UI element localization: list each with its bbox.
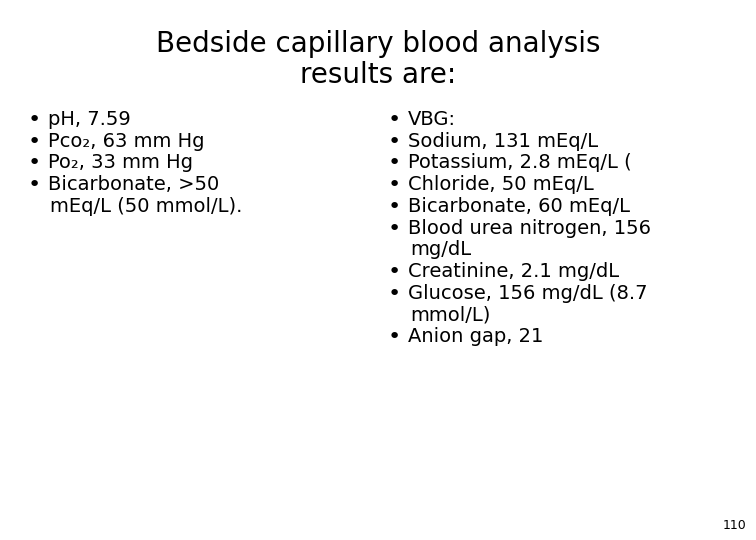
- Text: Glucose, 156 mg/dL (8.7: Glucose, 156 mg/dL (8.7: [408, 284, 647, 302]
- Text: •: •: [388, 284, 401, 303]
- Text: mg/dL: mg/dL: [410, 240, 471, 259]
- Text: •: •: [388, 132, 401, 152]
- Text: •: •: [28, 175, 42, 195]
- Text: Po₂, 33 mm Hg: Po₂, 33 mm Hg: [48, 153, 193, 172]
- Text: •: •: [388, 327, 401, 347]
- Text: Bedside capillary blood analysis: Bedside capillary blood analysis: [156, 30, 600, 58]
- Text: Blood urea nitrogen, 156: Blood urea nitrogen, 156: [408, 219, 651, 238]
- Text: Anion gap, 21: Anion gap, 21: [408, 327, 544, 346]
- Text: mmol/L): mmol/L): [410, 305, 491, 325]
- Text: •: •: [28, 153, 42, 173]
- Text: mEq/L (50 mmol/L).: mEq/L (50 mmol/L).: [50, 197, 243, 216]
- Text: •: •: [388, 262, 401, 282]
- Text: Sodium, 131 mEq/L: Sodium, 131 mEq/L: [408, 132, 598, 151]
- Text: •: •: [388, 219, 401, 239]
- Text: •: •: [388, 175, 401, 195]
- Text: Potassium, 2.8 mEq/L (: Potassium, 2.8 mEq/L (: [408, 153, 631, 172]
- Text: Creatinine, 2.1 mg/dL: Creatinine, 2.1 mg/dL: [408, 262, 619, 281]
- Text: •: •: [388, 110, 401, 130]
- Text: 110: 110: [722, 519, 746, 532]
- Text: VBG:: VBG:: [408, 110, 456, 129]
- Text: •: •: [28, 132, 42, 152]
- Text: •: •: [28, 110, 42, 130]
- Text: Bicarbonate, 60 mEq/L: Bicarbonate, 60 mEq/L: [408, 197, 630, 216]
- Text: Pco₂, 63 mm Hg: Pco₂, 63 mm Hg: [48, 132, 205, 151]
- Text: •: •: [388, 197, 401, 217]
- Text: •: •: [388, 153, 401, 173]
- Text: results are:: results are:: [300, 61, 456, 89]
- Text: Bicarbonate, >50: Bicarbonate, >50: [48, 175, 219, 194]
- Text: pH, 7.59: pH, 7.59: [48, 110, 131, 129]
- Text: Chloride, 50 mEq/L: Chloride, 50 mEq/L: [408, 175, 593, 194]
